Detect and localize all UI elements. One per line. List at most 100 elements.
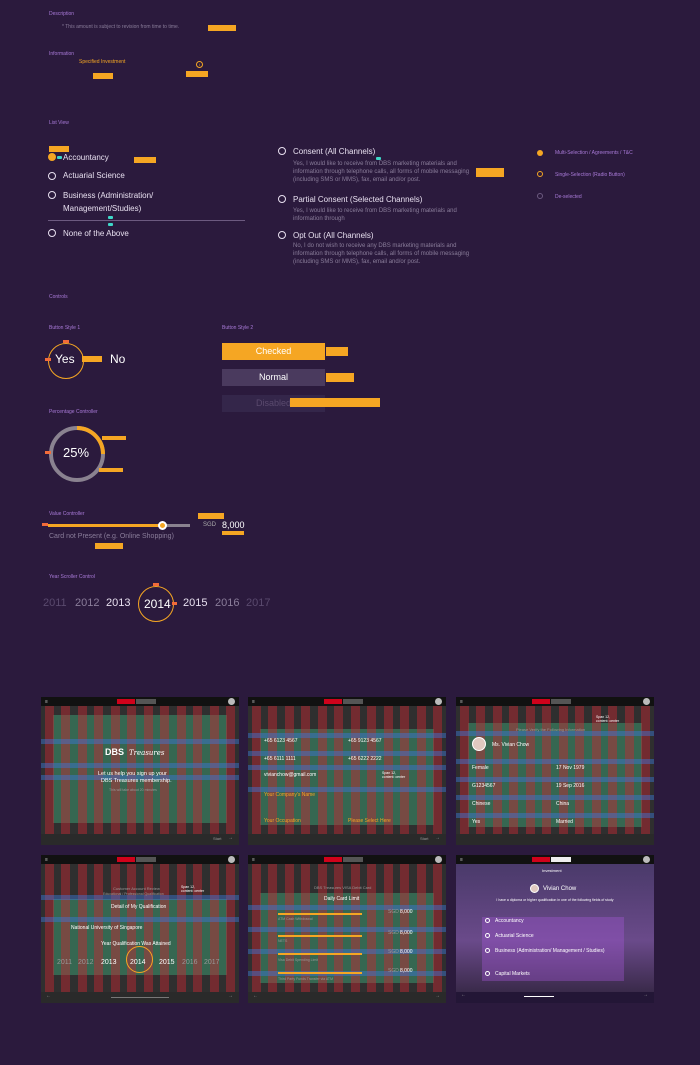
screen-verify: ≡ Span 12, content: center Please Verify… [456, 697, 654, 845]
year-item[interactable]: 2011 [57, 959, 73, 966]
legend-dot [537, 171, 543, 177]
percentage-ring[interactable] [47, 424, 107, 484]
year-item[interactable]: 2012 [78, 959, 94, 966]
arrow-right-icon[interactable]: → [228, 993, 233, 999]
consent-title: Partial Consent (Selected Channels) [293, 195, 423, 204]
email-field[interactable]: vivianchow@gmail.com [264, 772, 317, 778]
year-item[interactable]: 2012 [75, 597, 100, 609]
actuarial-radio[interactable] [48, 172, 56, 180]
consent-optout-radio[interactable] [278, 231, 286, 239]
year-item[interactable]: 2016 [215, 597, 240, 609]
arrow-left-icon[interactable]: ← [461, 992, 466, 998]
percentage-value: 25% [63, 445, 90, 460]
screen-card-limit: ≡ DBS Treasures VISA Debit Card Daily Ca… [248, 855, 446, 1003]
screen-qualification: ≡ Customer Account Review Educational / … [41, 855, 239, 1003]
treasures-script: Treasures [129, 749, 165, 757]
option-label[interactable]: Business (Administration/ Management / S… [495, 948, 605, 954]
no-button[interactable]: No [110, 352, 126, 366]
consent-all-radio[interactable] [278, 147, 286, 155]
accountancy-radio[interactable] [48, 153, 56, 161]
yes-button[interactable]: Yes [55, 352, 75, 366]
limit-row-label: NETS [278, 939, 288, 943]
year-item[interactable]: 2013 [101, 959, 117, 966]
year-selected[interactable]: 2014 [130, 959, 146, 966]
gender-value: Female [472, 765, 489, 771]
value-slider-knob[interactable] [157, 521, 167, 530]
percentage-title: Percentage Controller [49, 409, 98, 415]
currency: SGD [388, 968, 399, 974]
occupation-field[interactable]: Your Occupation [264, 818, 301, 824]
year-selected-ring [126, 946, 153, 973]
investment-header: Investment [542, 868, 562, 873]
limit-row-label: Visa Debit Spending Limit [278, 958, 319, 962]
legend-label: Single-Selection (Radio Button) [555, 172, 625, 178]
year-item[interactable]: 2017 [246, 597, 271, 609]
arrow-right-icon[interactable]: → [435, 993, 440, 999]
consent-partial-radio[interactable] [278, 195, 286, 203]
date-value: 19 Sep 2016 [556, 783, 585, 789]
detail-heading: Detail of My Qualification [111, 904, 167, 910]
checked-button[interactable]: Checked [222, 343, 325, 360]
limit-amount: 8,000 [400, 968, 413, 974]
limit-slider[interactable] [278, 972, 362, 974]
list-item[interactable]: Accountancy [63, 153, 109, 162]
option-radio[interactable] [485, 918, 490, 923]
start-button[interactable]: Start [420, 836, 429, 841]
phone-field[interactable]: +65 9123 4567 [348, 738, 382, 744]
consent-title: Consent (All Channels) [293, 147, 376, 156]
span-annotation: Span 12, content: center [181, 885, 205, 893]
value-caption: Card not Present (e.g. Online Shopping) [49, 533, 174, 540]
year-item[interactable]: 2017 [204, 959, 220, 966]
option-radio[interactable] [485, 948, 490, 953]
option-label[interactable]: Accountancy [495, 918, 524, 924]
arrow-right-icon[interactable]: → [228, 835, 233, 841]
arrow-right-icon[interactable]: → [435, 835, 440, 841]
company-field[interactable]: Your Company's Name [264, 792, 316, 798]
specified-investment-label: Specified Investment [79, 59, 126, 65]
limit-slider[interactable] [278, 935, 362, 937]
span-annotation: Span 12, content: center [382, 771, 406, 779]
divider [48, 220, 245, 221]
limit-amount: 8,000 [400, 949, 413, 955]
option-radio[interactable] [485, 933, 490, 938]
legend-dot [537, 150, 543, 156]
arrow-left-icon[interactable]: ← [46, 993, 51, 999]
customer-name: Vivian Chow [543, 886, 577, 892]
list-item[interactable]: None of the Above [63, 229, 129, 238]
select-field[interactable]: Please Select Here [348, 818, 391, 824]
country-value: China [556, 801, 570, 807]
arrow-right-icon[interactable]: → [643, 992, 648, 998]
year-selected[interactable]: 2014 [144, 597, 171, 611]
none-radio[interactable] [48, 229, 56, 237]
list-view-title: List View [49, 120, 69, 126]
value-amount: 8,000 [222, 520, 245, 530]
question-text: I have a diploma or higher qualification… [496, 898, 614, 902]
option-radio[interactable] [485, 971, 490, 976]
university-field[interactable]: National University of Singapore [71, 925, 143, 931]
info-icon[interactable]: i [196, 61, 203, 68]
phone-field[interactable]: +65 6111 1111 [264, 756, 296, 762]
start-button[interactable]: Start [213, 836, 222, 841]
year-item[interactable]: 2011 [43, 597, 67, 609]
list-item[interactable]: Actuarial Science [63, 171, 125, 180]
phone-field[interactable]: +65 6123 4567 [264, 738, 298, 744]
business-radio[interactable] [48, 191, 56, 199]
limit-slider[interactable] [278, 953, 362, 955]
list-item[interactable]: Business (Administration/ [63, 191, 154, 200]
limit-slider[interactable] [278, 913, 362, 915]
arrow-left-icon[interactable]: ← [253, 993, 258, 999]
phone-field[interactable]: +65 6222 2222 [348, 756, 382, 762]
option-label[interactable]: Actuarial Science [495, 933, 534, 939]
year-item[interactable]: 2015 [183, 597, 208, 609]
limit-amount: 8,000 [400, 909, 413, 915]
card-title: DBS Treasures VISA Debit Card [314, 885, 372, 890]
year-item[interactable]: 2015 [159, 959, 175, 966]
option-label[interactable]: Capital Markets [495, 971, 530, 977]
year-item[interactable]: 2013 [106, 597, 131, 609]
value-controller-title: Value Controller [49, 511, 85, 517]
normal-button[interactable]: Normal [222, 369, 325, 386]
description-text: * This amount is subject to revision fro… [62, 24, 180, 30]
currency: SGD [388, 949, 399, 955]
year-item[interactable]: 2016 [182, 959, 198, 966]
legend-label: De-selected [555, 194, 582, 200]
